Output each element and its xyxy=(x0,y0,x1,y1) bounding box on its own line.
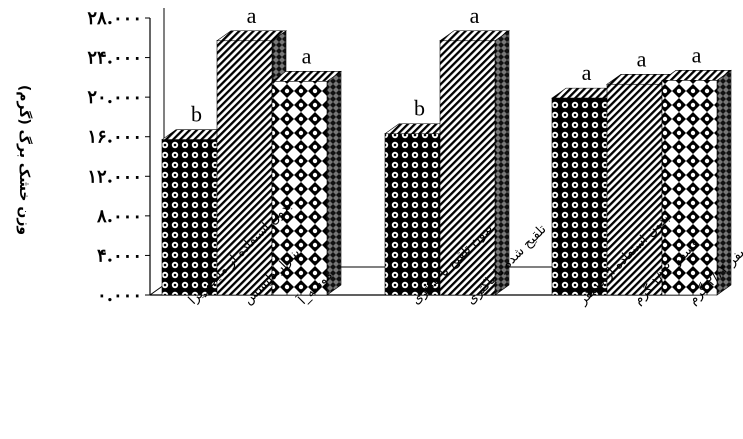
bar-series: b a a b a a a a xyxy=(161,3,732,296)
bar-front xyxy=(606,83,663,296)
bar-front xyxy=(271,81,328,296)
significance-letter: a xyxy=(470,3,480,28)
significance-letter: a xyxy=(692,42,702,67)
bar-side xyxy=(326,70,342,296)
bar-front xyxy=(161,139,218,296)
bar xyxy=(661,69,732,296)
y-tick-label: ۱۶.۰۰۰ xyxy=(87,127,142,148)
y-tick-label: ۸.۰۰۰ xyxy=(96,206,142,227)
bar xyxy=(439,30,510,296)
y-axis-title: وزن خشک برگ (گرم) xyxy=(16,85,33,235)
significance-letter: a xyxy=(582,60,592,85)
y-tick-label: ۲۸.۰۰۰ xyxy=(87,8,142,29)
bar xyxy=(271,70,342,296)
bar-front xyxy=(384,133,441,296)
y-tick-label: ۱۲.۰۰۰ xyxy=(87,166,142,187)
y-tick-label: ۲۴.۰۰۰ xyxy=(87,48,142,69)
y-tick-label: ۰.۰۰۰ xyxy=(97,285,142,306)
y-axis: ۰.۰۰۰ ۴.۰۰۰ ۸.۰۰۰ ۱۲.۰۰۰ ۱۶.۰۰۰ ۲۰.۰۰۰ ۲۴.۰۰۰ ۲… xyxy=(87,8,150,306)
bar-front xyxy=(661,80,718,296)
significance-letter: a xyxy=(637,46,647,71)
bar-front xyxy=(216,40,273,296)
y-tick-label: ۲۰.۰۰۰ xyxy=(87,87,142,108)
significance-letter: a xyxy=(247,3,257,28)
significance-letter: b xyxy=(414,96,425,121)
bar-front xyxy=(439,40,496,296)
significance-letter: b xyxy=(191,102,202,127)
significance-letter: a xyxy=(302,43,312,68)
y-tick-label: ۴.۰۰۰ xyxy=(97,245,142,266)
bar-front xyxy=(551,97,608,296)
